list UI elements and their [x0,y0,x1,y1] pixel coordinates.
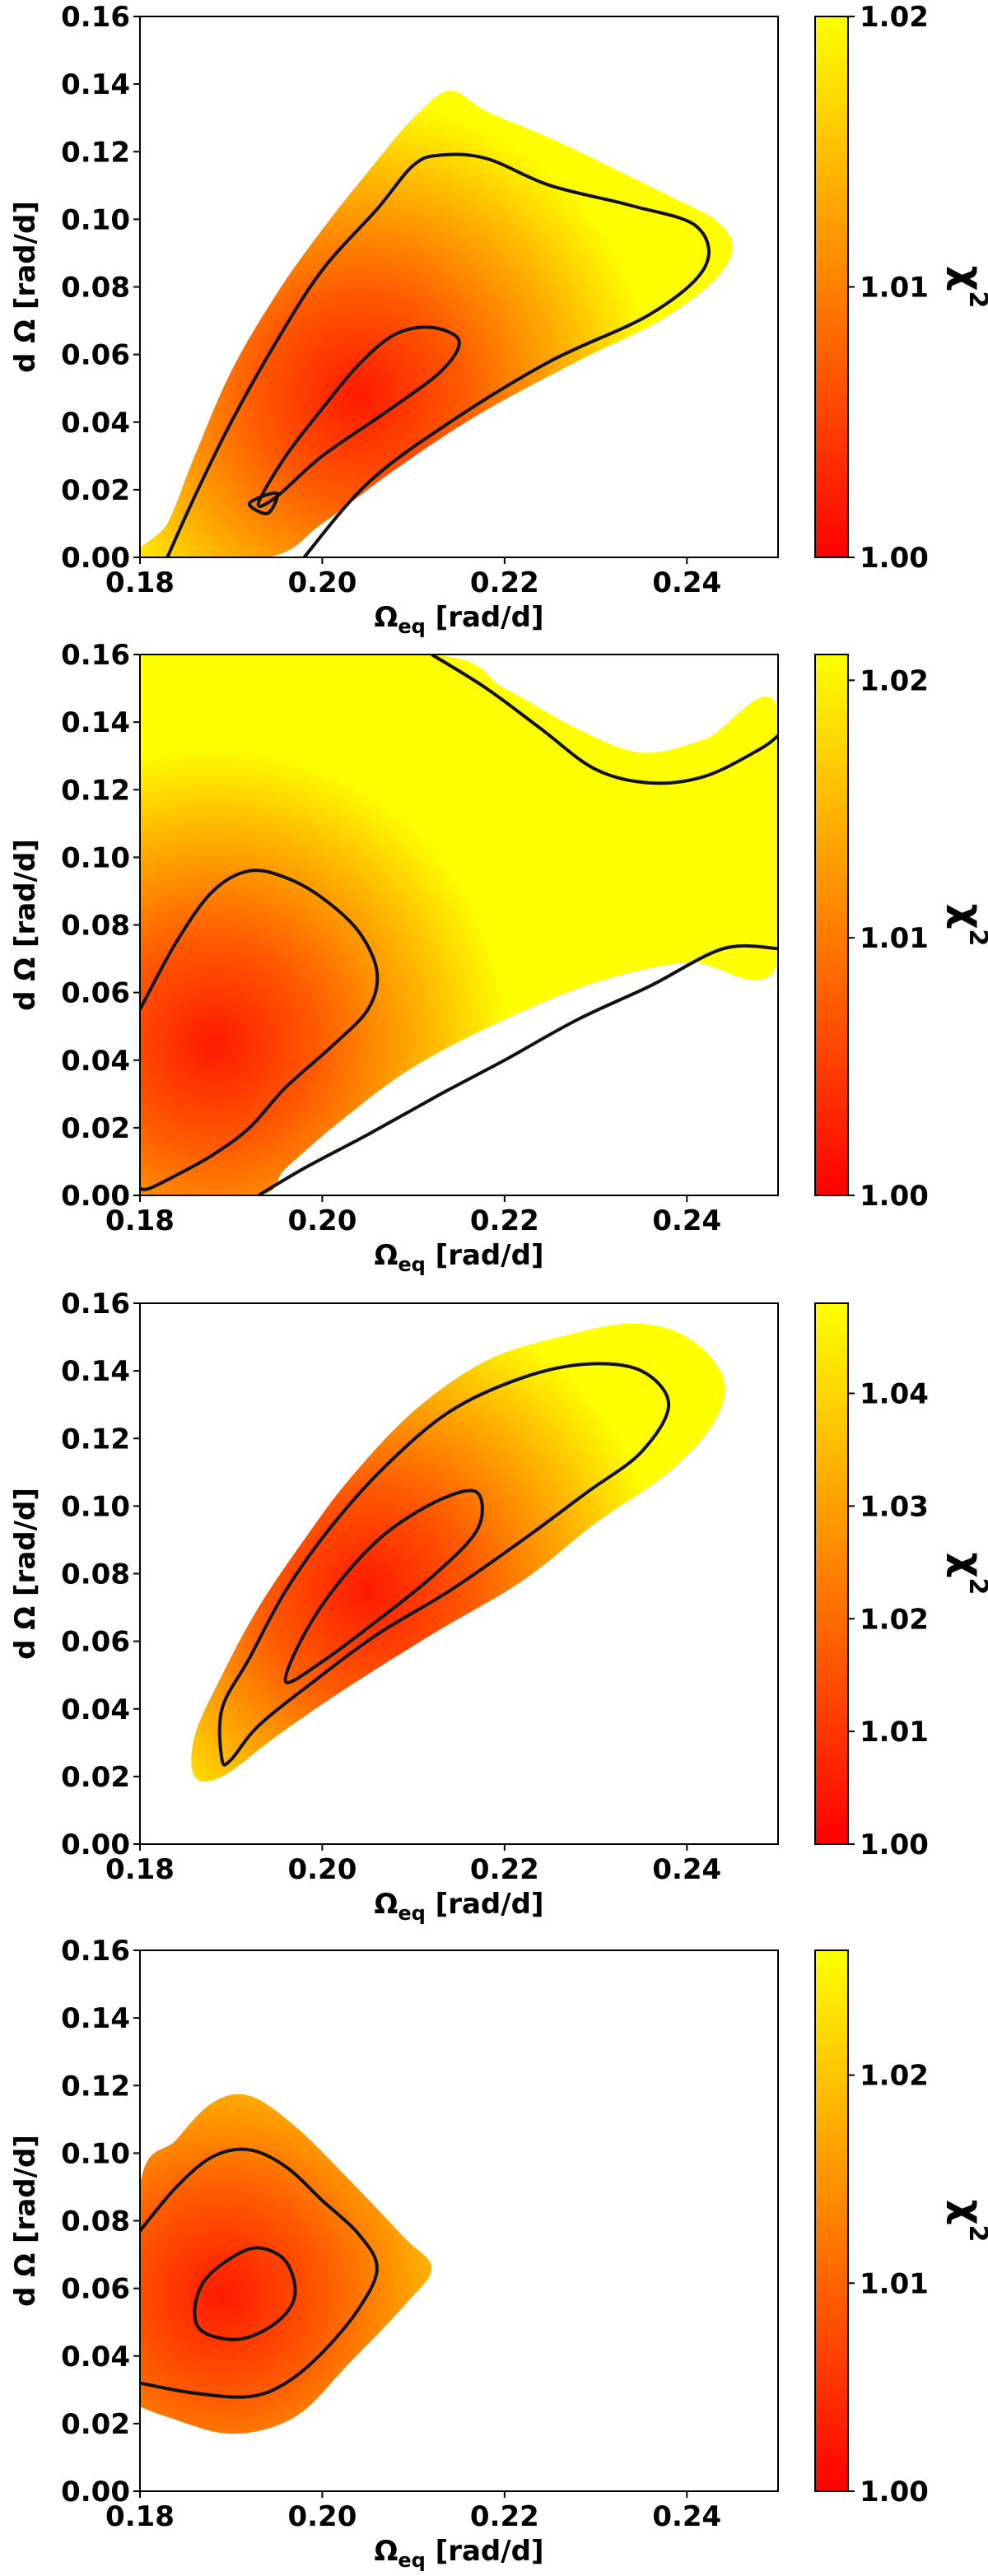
y-tick-label: 0.10 [61,1490,130,1523]
x-tick-label: 0.20 [287,1204,357,1237]
y-tick-label: 0.14 [61,68,130,101]
colorbar-tick-label: 1.01 [860,1716,929,1749]
y-tick-label: 0.14 [61,706,130,739]
contour-line-1 [217,1362,671,1767]
contour-line-3 [431,654,778,785]
x-tick-label: 0.24 [652,2500,721,2533]
y-tick-label: 0.04 [61,2341,130,2373]
y-tick-label: 0.04 [61,407,130,440]
xlabel: Ωeq [rad/d] [374,601,543,638]
y-tick-label: 0.04 [61,1045,130,1078]
x-tick-label: 0.24 [652,1204,721,1237]
colorbar-tick-label: 1.02 [860,1,929,34]
y-tick-label: 0.06 [61,2273,130,2306]
colorbar-label: χ2 [945,266,988,309]
y-tick-label: 0.00 [61,1180,130,1213]
y-tick-label: 0.00 [61,2476,130,2508]
colorbar-tick-label: 1.00 [860,1180,929,1213]
x-tick-label: 0.18 [105,566,175,599]
y-tick-label: 0.02 [61,1112,130,1145]
contour-line-2 [257,943,778,1195]
colorbar-tick-label: 1.03 [860,1490,929,1523]
chi2-fill-region [140,654,778,1195]
colorbar-tick-label: 1.04 [860,1378,929,1411]
colorbar-tick-label: 1.02 [860,664,929,697]
y-tick-label: 0.06 [61,339,130,372]
contour-line-1 [140,869,380,1191]
colorbar-tick-label: 1.01 [860,922,929,955]
colorbar-tick-label: 1.01 [860,2267,929,2300]
x-tick-label: 0.24 [652,1853,721,1886]
ylabel: d Ω [rad/d] [9,839,42,1011]
colorbar-tick-label: 1.02 [860,1603,929,1636]
colorbar [814,1949,849,2492]
y-tick-label: 0.10 [61,2137,130,2170]
y-tick-label: 0.16 [61,1288,130,1321]
colorbar-tick-label: 1.00 [860,1828,929,1861]
colorbar-tick-label: 1.00 [860,542,929,575]
panel-4: 0.18 0.20 0.22 0.24 0.00 0.02 0.04 0.06 0.08 0.10… [9,1935,988,2572]
y-tick-label: 0.14 [61,1355,130,1388]
contour-line-2 [193,2246,297,2341]
x-tick-label: 0.18 [105,1204,175,1237]
colorbar [814,1302,849,1845]
panel-2: 0.18 0.20 0.22 0.24 0.00 0.02 0.04 0.06 0.08 0.10… [9,639,988,1276]
colorbar-tick-label: 1.00 [860,2476,929,2508]
x-tick-label: 0.20 [287,566,357,599]
colorbar-tick-label: 1.01 [860,272,929,305]
y-tick-label: 0.12 [61,136,130,169]
y-tick-label: 0.12 [61,774,130,807]
panel-3: 0.18 0.20 0.22 0.24 0.00 0.02 0.04 0.06 0.08 0.10… [9,1288,988,1925]
y-tick-label: 0.02 [61,474,130,507]
y-tick-label: 0.12 [61,1423,130,1456]
x-tick-label: 0.22 [470,1853,539,1886]
colorbar-label: χ2 [945,904,988,947]
ylabel: d Ω [rad/d] [9,2135,42,2307]
x-tick-label: 0.22 [470,566,539,599]
y-tick-label: 0.08 [61,272,130,305]
x-tick-label: 0.20 [287,1853,357,1886]
xlabel: Ωeq [rad/d] [374,1239,543,1276]
colorbar-label: χ2 [945,1553,988,1595]
contour-line-3 [247,491,279,515]
y-tick-label: 0.08 [61,1558,130,1591]
y-tick-label: 0.14 [61,2002,130,2035]
x-tick-label: 0.18 [105,2500,175,2533]
y-tick-label: 0.06 [61,1626,130,1659]
y-tick-label: 0.16 [61,1,130,34]
y-tick-label: 0.16 [61,1935,130,1968]
chi2-fill-region [140,91,733,557]
colorbar [814,654,849,1196]
y-tick-label: 0.04 [61,1693,130,1726]
panel-1: 0.18 0.20 0.22 0.24 0.00 0.02 0.04 0.06 0.08 0.10… [9,1,988,638]
contour-line-2 [256,325,461,508]
xlabel: Ωeq [rad/d] [374,1888,543,1925]
ylabel: d Ω [rad/d] [9,1488,42,1660]
contour-line-1 [165,152,711,557]
y-tick-label: 0.10 [61,841,130,874]
y-tick-label: 0.00 [61,1828,130,1861]
colorbar-label: χ2 [945,2200,988,2243]
y-tick-label: 0.06 [61,977,130,1010]
x-tick-label: 0.20 [287,2500,357,2533]
xlabel: Ωeq [rad/d] [374,2535,543,2572]
y-tick-label: 0.02 [61,1761,130,1794]
y-tick-label: 0.16 [61,639,130,672]
y-tick-label: 0.08 [61,2206,130,2238]
y-tick-label: 0.00 [61,542,130,575]
y-tick-label: 0.12 [61,2070,130,2103]
y-tick-label: 0.08 [61,910,130,943]
colorbar [814,16,849,558]
ylabel: d Ω [rad/d] [9,201,42,373]
colorbar-tick-label: 1.02 [860,2060,929,2093]
contour-line-2 [283,1488,484,1684]
y-tick-label: 0.10 [61,203,130,236]
x-tick-label: 0.18 [105,1853,175,1886]
contour-line-1 [140,2147,379,2399]
x-tick-label: 0.22 [470,2500,539,2533]
y-tick-label: 0.02 [61,2408,130,2441]
x-tick-label: 0.24 [652,566,721,599]
x-tick-label: 0.22 [470,1204,539,1237]
